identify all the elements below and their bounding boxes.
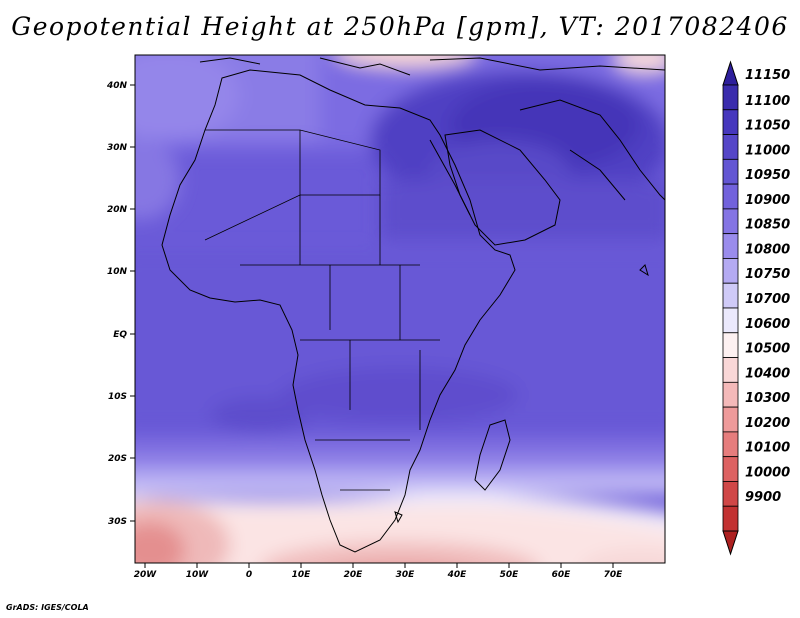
colorbar-top-label: 11150 [745, 68, 790, 83]
colorbar-swatch [722, 183, 739, 210]
colorbar-swatch [722, 456, 739, 482]
colorbar-label: 10000 [745, 465, 790, 480]
x-tick-label: 30E [396, 570, 416, 580]
y-tick-label: EQ [113, 330, 127, 340]
colorbar-swatch [722, 84, 739, 111]
colorbar-label: 10300 [745, 391, 790, 406]
y-tick-label: 30N [107, 143, 128, 153]
colorbar-top-arrow [722, 60, 739, 86]
colorbar-swatch [722, 332, 739, 358]
colorbar-label: 10500 [745, 342, 790, 357]
colorbar-label: 11100 [745, 94, 790, 109]
colorbar-swatch [722, 431, 739, 458]
x-tick-label: 60E [552, 570, 572, 580]
colorbar-swatch [722, 208, 739, 235]
colorbar-bottom-arrow [722, 530, 739, 556]
colorbar-label: 10200 [745, 416, 790, 431]
colorbar-label: 10600 [745, 317, 790, 332]
x-tick-label: 20E [344, 570, 364, 580]
colorbar-label: 10800 [745, 242, 790, 257]
colorbar-swatch [722, 109, 739, 135]
colorbar-label: 10850 [745, 218, 790, 233]
colorbar-swatch [722, 381, 739, 408]
colorbar-label: 10100 [745, 441, 790, 456]
colorbar-label: 10400 [745, 366, 790, 381]
x-axis: 20W 10W 0 10E 20E 30E 40E 50E 60E 70E [134, 563, 623, 580]
colorbar-swatch [722, 258, 739, 284]
colorbar-swatch [722, 307, 739, 334]
y-tick-label: 40N [106, 81, 128, 91]
colorbar-swatch [722, 481, 739, 507]
colorbar-swatch [722, 158, 739, 185]
colorbar-swatch [722, 233, 739, 259]
colorbar-label: 10950 [745, 168, 790, 183]
colorbar-label: 10900 [745, 193, 790, 208]
colorbar-label: 10750 [745, 267, 790, 282]
plot-frame [134, 54, 666, 564]
colorbar-label: 11050 [745, 119, 790, 134]
colorbar-label: 10700 [745, 292, 790, 307]
x-tick-label: 50E [500, 570, 520, 580]
y-tick-label: 10N [107, 267, 128, 277]
colorbar: 11150 11100 11050 11000 10950 10900 10850 1080… [722, 60, 790, 556]
y-tick-label: 10S [108, 392, 127, 402]
map-title: Geopotential Height at 250hPa [gpm], VT:… [11, 12, 789, 41]
colorbar-swatch [722, 406, 739, 433]
height-field [135, 55, 665, 563]
x-tick-label: 40E [447, 570, 468, 580]
colorbar-label: 11000 [745, 143, 790, 158]
colorbar-label: 9900 [745, 490, 781, 505]
colorbar-swatch [722, 134, 739, 160]
x-tick-label: 10W [186, 570, 210, 580]
y-tick-label: 20N [107, 205, 128, 215]
coastlines [161, 57, 665, 553]
x-tick-label: 20W [134, 570, 158, 580]
x-tick-label: 70E [604, 570, 624, 580]
x-tick-label: 10E [292, 570, 312, 580]
colorbar-swatch [722, 505, 739, 532]
x-tick-label: 0 [246, 570, 252, 580]
y-tick-label: 30S [108, 517, 127, 527]
y-tick-label: 20S [108, 454, 127, 464]
credit-text: GrADS: IGES/COLA [6, 603, 89, 612]
colorbar-swatch [722, 357, 739, 383]
y-axis: 40N 30N 20N 10N EQ 10S 20S 30S [106, 81, 135, 527]
colorbar-swatch [722, 282, 739, 309]
